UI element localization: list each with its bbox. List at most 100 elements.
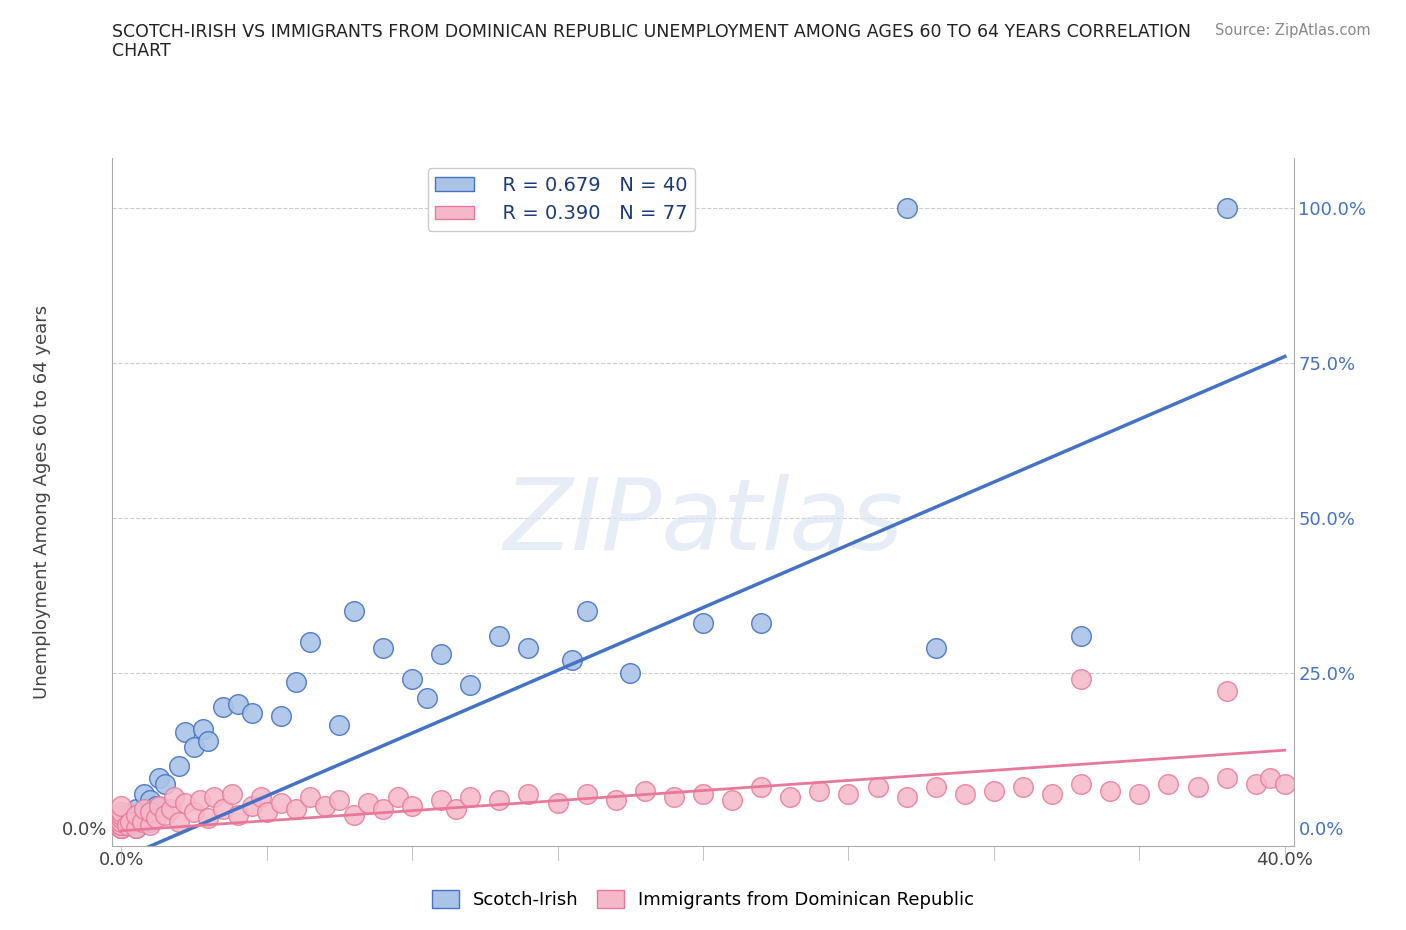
Point [162,790,184,804]
Point [953,786,976,801]
Point [343,604,366,618]
Point [299,790,322,804]
Point [371,802,394,817]
Point [314,799,336,814]
Point [1244,777,1267,791]
Point [983,783,1005,798]
Point [371,641,394,656]
Point [131,811,153,826]
Point [212,802,235,817]
Point [1157,777,1180,791]
Y-axis label: Unemployment Among Ages 60 to 64 years: Unemployment Among Ages 60 to 64 years [34,305,51,699]
Point [1099,783,1122,798]
Point [488,628,510,643]
Point [837,786,859,801]
Point [110,799,132,814]
Text: SCOTCH-IRISH VS IMMIGRANTS FROM DOMINICAN REPUBLIC UNEMPLOYMENT AMONG AGES 60 TO: SCOTCH-IRISH VS IMMIGRANTS FROM DOMINICA… [112,23,1191,41]
Point [1070,628,1092,643]
Point [118,817,141,832]
Point [415,690,437,705]
Text: CHART: CHART [112,42,172,60]
Point [125,808,148,823]
Text: Source: ZipAtlas.com: Source: ZipAtlas.com [1215,23,1371,38]
Point [212,699,235,714]
Point [139,817,162,832]
Point [110,820,132,835]
Point [1258,771,1281,786]
Point [1070,777,1092,791]
Point [896,200,918,215]
Point [139,792,162,807]
Point [270,795,292,810]
Point [110,817,132,832]
Point [197,734,219,749]
Point [197,811,219,826]
Point [430,646,453,661]
Point [1040,786,1063,801]
Point [188,792,211,807]
Point [458,790,481,804]
Point [148,771,170,786]
Point [202,790,225,804]
Point [110,820,132,835]
Point [110,814,132,829]
Point [115,808,138,823]
Point [328,718,350,733]
Point [401,799,423,814]
Point [110,811,132,826]
Point [284,802,307,817]
Point [692,786,714,801]
Point [153,808,176,823]
Point [145,799,167,814]
Point [619,665,641,680]
Point [110,817,132,832]
Point [444,802,467,817]
Point [458,678,481,693]
Point [221,786,243,801]
Point [1274,777,1296,791]
Point [139,814,162,829]
Point [159,802,181,817]
Point [1128,786,1150,801]
Point [866,780,889,795]
Point [110,820,132,835]
Point [169,814,191,829]
Point [191,721,214,736]
Point [145,811,167,826]
Point [1215,684,1237,698]
Point [299,634,322,649]
Point [517,641,540,656]
Point [561,653,583,668]
Point [139,804,162,819]
Legend: Scotch-Irish, Immigrants from Dominican Republic: Scotch-Irish, Immigrants from Dominican … [425,883,981,916]
Point [153,777,176,791]
Point [749,780,772,795]
Point [721,792,744,807]
Point [925,641,948,656]
Point [118,814,141,829]
Point [605,792,627,807]
Point [387,790,409,804]
Point [517,786,540,801]
Point [925,780,948,795]
Point [125,820,148,835]
Point [357,795,380,810]
Point [240,799,263,814]
Point [270,709,292,724]
Point [174,724,197,739]
Point [134,786,156,801]
Point [110,808,132,823]
Point [131,814,153,829]
Point [1070,671,1092,686]
Point [430,792,453,807]
Point [749,616,772,631]
Point [240,706,263,721]
Point [575,604,598,618]
Point [808,783,831,798]
Point [250,790,273,804]
Point [169,758,191,773]
Point [662,790,685,804]
Point [148,799,170,814]
Point [1012,780,1035,795]
Point [1187,780,1209,795]
